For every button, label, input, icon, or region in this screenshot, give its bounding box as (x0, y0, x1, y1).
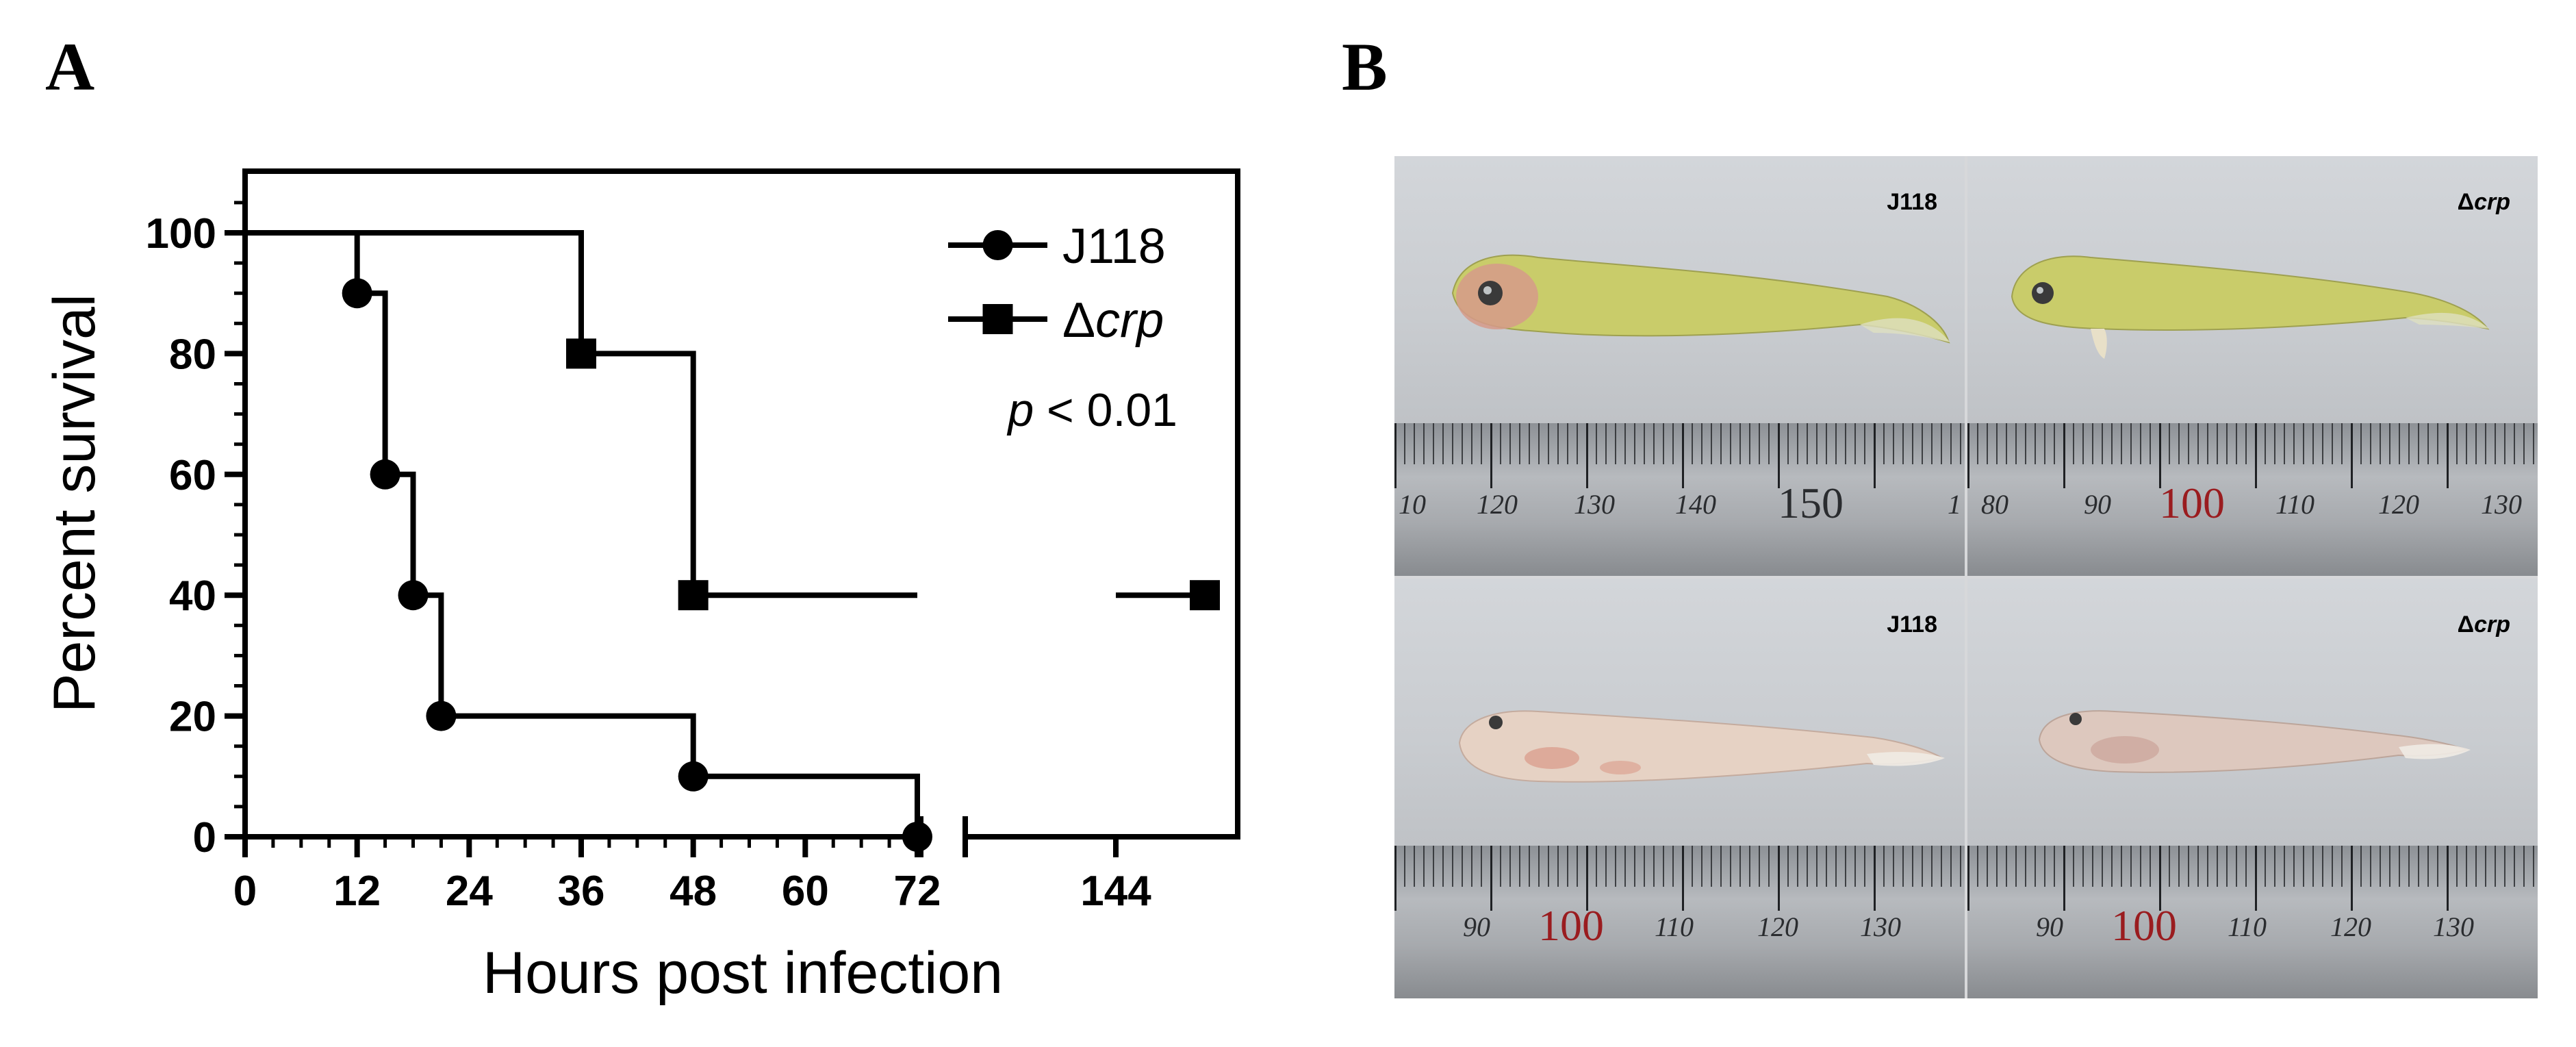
x-tick-label: 36 (558, 868, 605, 915)
ruler-number: 120 (2330, 911, 2371, 942)
p-value-annotation: p < 0.01 (1006, 384, 1177, 436)
p-value-rest: < 0.01 (1034, 384, 1177, 436)
y-tick-label: 80 (169, 331, 216, 378)
photo-j118-bottom: 90 100 110 120 130 J118 (1394, 579, 1965, 998)
y-tick-label: 20 (169, 694, 216, 741)
fish-image (2038, 710, 2471, 773)
ruler-number: 120 (2378, 489, 2419, 520)
data-point-circle (370, 459, 400, 490)
ruler-number: 100 (2159, 479, 2225, 527)
chart-legend: J118 Δcrp (948, 219, 1166, 348)
chart-axes (242, 168, 1240, 857)
x-tick-label: 48 (669, 868, 717, 915)
ruler-number: 130 (2433, 911, 2474, 942)
ruler-number: 100 (1538, 901, 1604, 950)
y-tick-label: 40 (169, 572, 216, 620)
fish-photo-panel: 10 120 130 140 150 1 J118 80 90 100 110 … (1394, 156, 2538, 998)
chart-series (245, 230, 1220, 852)
x-tick-label: 0 (233, 868, 257, 915)
data-point-square (678, 580, 709, 611)
data-point-circle (398, 580, 429, 611)
ruler-number: 90 (2036, 911, 2063, 942)
ruler-number: 10 (1399, 489, 1426, 520)
photo-label: J118 (1887, 611, 1937, 638)
data-point-square (566, 338, 596, 369)
y-tick-label: 0 (193, 814, 216, 861)
photo-crp-top: 80 90 100 110 120 130 Δcrp (1967, 156, 2538, 576)
photo-label-prefix: Δ (2457, 189, 2475, 215)
ruler: 10 120 130 140 150 1 (1394, 423, 1965, 576)
ruler-number: 110 (1655, 911, 1694, 942)
ruler-number: 120 (1757, 911, 1798, 942)
data-point-circle (678, 761, 709, 792)
ruler: 80 90 100 110 120 130 (1967, 423, 2538, 576)
data-point-square (1190, 580, 1220, 611)
ruler-number: 110 (2228, 911, 2267, 942)
data-point-circle (902, 822, 932, 852)
legend-label-italic: crp (1095, 293, 1164, 348)
y-tick-label: 100 (146, 210, 216, 257)
y-tick-label: 60 (169, 452, 216, 499)
ruler-number: 100 (2111, 901, 2177, 950)
x-tick-label: 72 (894, 868, 941, 915)
x-axis-label: Hours post infection (483, 940, 1003, 1006)
x-tick-label: 60 (782, 868, 829, 915)
fish-image (1458, 710, 1945, 783)
data-point-circle (342, 278, 372, 309)
ruler-number: 90 (1463, 911, 1490, 942)
panel-label-b: B (1342, 29, 1388, 105)
ruler-number: 90 (2084, 489, 2111, 520)
x-tick-label: 12 (333, 868, 381, 915)
x-tick-label: 24 (446, 868, 493, 915)
legend-label-prefix: Δ (1062, 293, 1095, 348)
photo-j118-top: 10 120 130 140 150 1 J118 (1394, 156, 1965, 576)
legend-label: J118 (1062, 219, 1166, 274)
photo-label-prefix: Δ (2457, 611, 2475, 638)
legend-marker-square (982, 304, 1013, 334)
p-value-p: p (1006, 384, 1034, 436)
fish-image (2011, 255, 2490, 359)
data-point-circle (426, 701, 457, 731)
photo-crp-bottom: 90 100 110 120 130 Δcrp (1967, 579, 2538, 998)
panel-label-a: A (45, 29, 95, 105)
photo-label: Δcrp (2458, 189, 2510, 216)
legend-label: Δcrp (1062, 293, 1164, 348)
ruler-number: 110 (2275, 489, 2315, 520)
survival-chart: 0 20 40 60 80 100 0 12 24 36 48 60 72 144 J118 Δcrp Pe… (42, 168, 1240, 1006)
photo-label-italic: crp (2474, 189, 2510, 215)
legend-marker-circle (982, 230, 1013, 260)
ruler-number: 140 (1675, 489, 1716, 520)
ruler-number: 130 (1574, 489, 1615, 520)
ruler: 90 100 110 120 130 (1394, 846, 1965, 998)
ruler-number: 150 (1778, 479, 1844, 527)
fish-image (1451, 254, 1950, 344)
y-axis-label: Percent survival (42, 294, 107, 713)
photo-label: Δcrp (2458, 611, 2510, 638)
ruler-number: 80 (1981, 489, 2008, 520)
photo-label-italic: crp (2474, 611, 2510, 638)
ruler-number: 1 (1948, 489, 1961, 520)
ruler-number: 130 (1860, 911, 1901, 942)
ruler-number: 120 (1477, 489, 1518, 520)
ruler: 90 100 110 120 130 (1967, 846, 2538, 998)
ruler-number: 130 (2481, 489, 2522, 520)
x-tick-label: 144 (1080, 868, 1151, 915)
photo-label: J118 (1887, 189, 1937, 215)
